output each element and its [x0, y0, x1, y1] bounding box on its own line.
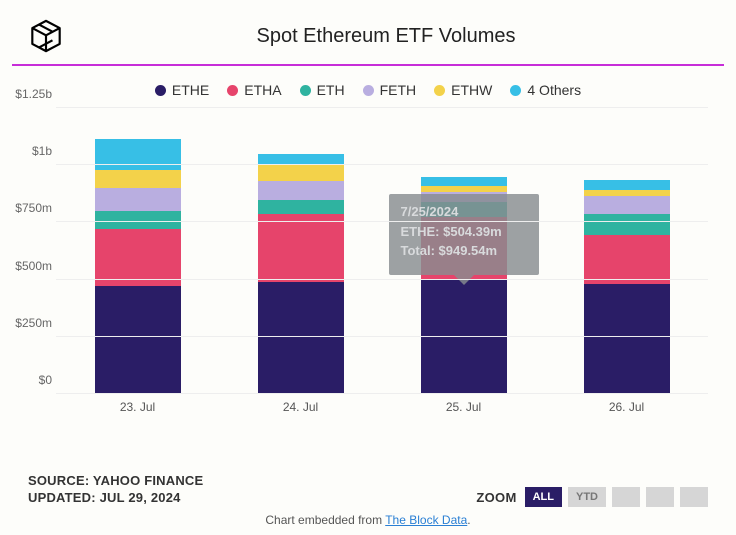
legend-item[interactable]: FETH [363, 82, 417, 98]
bar-segment [258, 200, 344, 215]
gridline [56, 279, 708, 280]
x-tick-label: 26. Jul [545, 394, 708, 418]
legend-swatch [300, 85, 311, 96]
bar-segment [95, 211, 181, 229]
source-line-2: UPDATED: JUL 29, 2024 [28, 490, 203, 507]
legend-swatch [227, 85, 238, 96]
embed-prefix: Chart embedded from [265, 513, 385, 527]
legend-swatch [155, 85, 166, 96]
chart-title: Spot Ethereum ETF Volumes [64, 25, 708, 48]
legend-swatch [510, 85, 521, 96]
source-text: SOURCE: YAHOO FINANCE UPDATED: JUL 29, 2… [28, 473, 203, 507]
bar-segment [258, 214, 344, 281]
tooltip: 7/25/2024ETHE: $504.39mTotal: $949.54m [389, 194, 539, 275]
bar-segment [95, 188, 181, 211]
bar-segment [584, 180, 670, 190]
legend-item[interactable]: ETHW [434, 82, 492, 98]
bar[interactable] [95, 139, 181, 394]
chart: 7/25/2024ETHE: $504.39mTotal: $949.54m $… [56, 108, 708, 418]
legend-item[interactable]: ETHE [155, 82, 209, 98]
bar-segment [258, 282, 344, 394]
footer: SOURCE: YAHOO FINANCE UPDATED: JUL 29, 2… [28, 473, 708, 507]
y-tick-label: $1.25b [0, 87, 52, 101]
legend-swatch [363, 85, 374, 96]
legend-item[interactable]: 4 Others [510, 82, 581, 98]
tooltip-line: 7/25/2024 [401, 202, 527, 222]
bar-segment [584, 284, 670, 394]
bar-slot [56, 108, 219, 394]
title-rule [12, 64, 724, 66]
legend-label: ETHE [172, 82, 209, 98]
bar-segment [421, 177, 507, 186]
bar-segment [258, 181, 344, 199]
gridline [56, 336, 708, 337]
bar-segment [258, 165, 344, 181]
zoom-all-button[interactable]: ALL [525, 487, 562, 507]
y-tick-label: $750m [0, 201, 52, 215]
legend-label: 4 Others [527, 82, 581, 98]
x-tick-label: 24. Jul [219, 394, 382, 418]
bar-segment [584, 214, 670, 235]
bar-segment [584, 235, 670, 284]
zoom-button[interactable] [612, 487, 640, 507]
bar-slot [219, 108, 382, 394]
gridline [56, 164, 708, 165]
plot-area: 7/25/2024ETHE: $504.39mTotal: $949.54m $… [56, 108, 708, 394]
legend: ETHE ETHA ETH FETH ETHW 4 Others [0, 74, 736, 108]
y-tick-label: $1b [0, 144, 52, 158]
zoom-button[interactable] [646, 487, 674, 507]
x-tick-label: 23. Jul [56, 394, 219, 418]
bars-container: 7/25/2024ETHE: $504.39mTotal: $949.54m [56, 108, 708, 394]
bar[interactable] [258, 154, 344, 394]
bar-segment [95, 286, 181, 394]
legend-label: ETHA [244, 82, 281, 98]
y-tick-label: $0 [0, 373, 52, 387]
legend-item[interactable]: ETH [300, 82, 345, 98]
bar-segment [95, 170, 181, 188]
embed-note: Chart embedded from The Block Data. [0, 513, 736, 527]
legend-item[interactable]: ETHA [227, 82, 281, 98]
embed-link[interactable]: The Block Data [385, 513, 467, 527]
zoom-button[interactable] [680, 487, 708, 507]
zoom-controls: ZOOM ALL YTD [476, 487, 708, 507]
gridline [56, 107, 708, 108]
legend-label: FETH [380, 82, 417, 98]
x-axis: 23. Jul24. Jul25. Jul26. Jul [56, 394, 708, 418]
embed-suffix: . [467, 513, 470, 527]
bar-slot [545, 108, 708, 394]
bar-slot: 7/25/2024ETHE: $504.39mTotal: $949.54m [382, 108, 545, 394]
legend-swatch [434, 85, 445, 96]
legend-label: ETHW [451, 82, 492, 98]
y-tick-label: $250m [0, 316, 52, 330]
source-line-1: SOURCE: YAHOO FINANCE [28, 473, 203, 490]
logo-icon [28, 18, 64, 54]
gridline [56, 221, 708, 222]
bar-segment [584, 196, 670, 214]
legend-label: ETH [317, 82, 345, 98]
zoom-ytd-button[interactable]: YTD [568, 487, 606, 507]
x-tick-label: 25. Jul [382, 394, 545, 418]
y-tick-label: $500m [0, 259, 52, 273]
tooltip-line: ETHE: $504.39m [401, 222, 527, 242]
header: Spot Ethereum ETF Volumes [0, 0, 736, 64]
zoom-label: ZOOM [476, 490, 516, 505]
bar[interactable] [584, 180, 670, 394]
tooltip-line: Total: $949.54m [401, 241, 527, 261]
